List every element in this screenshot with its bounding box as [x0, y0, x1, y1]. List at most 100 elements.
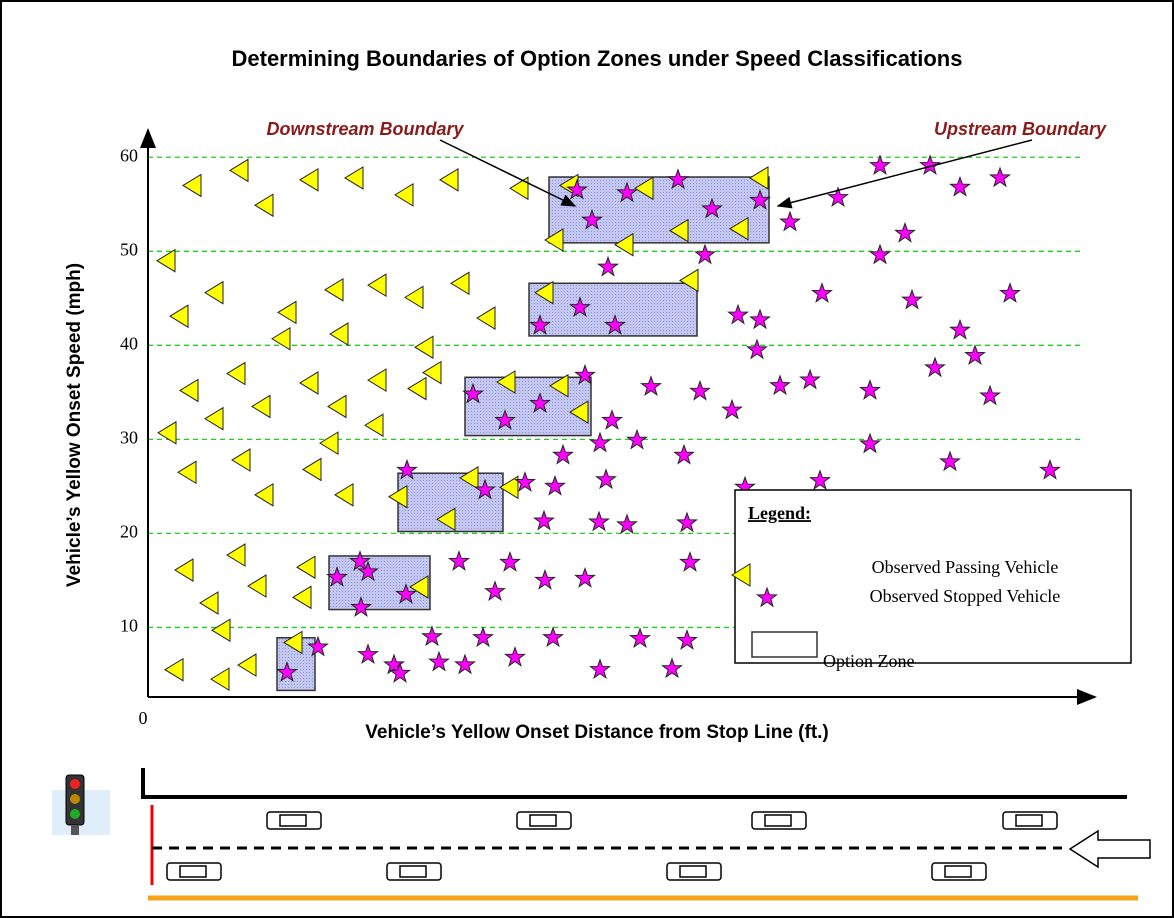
- passing-vehicle: [634, 176, 654, 201]
- passing-vehicle: [277, 300, 297, 325]
- passing-vehicle: [204, 280, 224, 305]
- stopped-vehicle: [749, 188, 771, 210]
- y-tick-label: 10: [120, 616, 138, 636]
- stopped-vehicle: [595, 468, 617, 490]
- passing-vehicle: [211, 618, 231, 643]
- annotation-arrow: [439, 139, 577, 207]
- passing-vehicle: [499, 475, 519, 500]
- passing-vehicle: [174, 558, 194, 582]
- stopped-vehicle: [326, 566, 348, 587]
- stopped-vehicle: [589, 658, 611, 680]
- option-zone: [751, 631, 818, 658]
- annotation-arrow: [776, 139, 1033, 209]
- stopped-vehicle: [749, 308, 771, 330]
- passing-vehicle: [157, 420, 177, 445]
- stopped-vehicle: [396, 458, 418, 480]
- legend-label: Observed Passing Vehicle: [872, 557, 1059, 577]
- passing-vehicle: [544, 228, 564, 252]
- direction-arrow: [1068, 829, 1151, 869]
- y-tick-label: 40: [120, 333, 138, 353]
- stopped-vehicle: [389, 661, 411, 683]
- stopped-vehicle: [779, 210, 801, 232]
- stopped-vehicle: [552, 443, 574, 465]
- stopped-vehicle: [1039, 458, 1061, 480]
- passing-vehicle: [436, 507, 456, 532]
- stopped-vehicle: [597, 255, 619, 277]
- passing-vehicle: [254, 193, 274, 218]
- stopped-vehicle: [569, 296, 591, 318]
- passing-vehicle: [422, 360, 442, 385]
- stopped-vehicle: [604, 314, 626, 335]
- passing-vehicle: [226, 543, 246, 567]
- passing-vehicle: [283, 630, 303, 655]
- passing-vehicle: [247, 574, 267, 598]
- legend-title: Legend:: [748, 503, 811, 523]
- stopped-vehicle: [727, 303, 749, 325]
- stopped-vehicle: [474, 478, 496, 500]
- passing-vehicle: [749, 166, 769, 190]
- stopped-vehicle: [589, 431, 611, 453]
- traffic-light: [52, 774, 110, 835]
- passing-vehicle: [459, 466, 479, 490]
- stopped-vehicle: [472, 626, 494, 648]
- stopped-vehicle: [667, 168, 689, 190]
- stopped-vehicle: [701, 197, 723, 219]
- stopped-vehicle: [421, 625, 443, 647]
- stopped-vehicle: [533, 509, 555, 531]
- passing-vehicle: [319, 431, 339, 456]
- passing-vehicle: [329, 322, 349, 346]
- legend-label: Option Zone: [823, 651, 915, 671]
- stopped-vehicle: [616, 181, 638, 203]
- passing-vehicle: [344, 166, 364, 190]
- stopped-vehicle: [827, 186, 849, 208]
- stopped-vehicle: [999, 282, 1021, 303]
- stopped-vehicle: [640, 375, 662, 397]
- passing-vehicle: [210, 667, 230, 692]
- legend-marker: [731, 563, 751, 587]
- legend-marker: [756, 586, 778, 608]
- stopped-vehicle: [924, 356, 946, 378]
- stopped-vehicle: [307, 635, 329, 657]
- stopped-vehicle: [276, 661, 298, 682]
- stopped-vehicle: [484, 580, 506, 602]
- stopped-vehicle: [499, 550, 521, 572]
- stopped-vehicle: [676, 629, 698, 650]
- stopped-vehicle: [964, 344, 986, 366]
- stopped-vehicle: [428, 650, 450, 672]
- y-tick-label: 20: [120, 522, 138, 542]
- stopped-vehicle: [494, 409, 516, 430]
- passing-vehicle: [409, 575, 429, 599]
- stopped-vehicle: [383, 653, 405, 675]
- passing-vehicle: [179, 378, 199, 403]
- stopped-vehicle: [350, 596, 372, 618]
- legend-label: Observed Stopped Vehicle: [870, 586, 1061, 606]
- passing-vehicle: [549, 373, 569, 398]
- stopped-vehicle: [949, 318, 971, 340]
- stopped-vehicle: [979, 384, 1001, 406]
- stopped-vehicle: [581, 208, 603, 230]
- passing-vehicle: [254, 482, 274, 507]
- stopped-vehicle: [504, 645, 526, 667]
- stopped-vehicle: [859, 379, 881, 400]
- passing-vehicle: [367, 273, 387, 298]
- y-tick-label: 60: [120, 145, 138, 165]
- passing-vehicle: [177, 460, 197, 485]
- passing-vehicle: [204, 406, 224, 431]
- stopped-vehicle: [989, 166, 1011, 188]
- passing-vehicle: [299, 167, 319, 192]
- option-zone: [464, 376, 592, 437]
- passing-vehicle: [669, 218, 689, 243]
- stopped-vehicle: [448, 550, 470, 571]
- stopped-vehicle: [395, 582, 417, 604]
- stopped-vehicle: [529, 392, 551, 413]
- passing-vehicle: [614, 232, 634, 257]
- stopped-vehicle: [949, 175, 971, 197]
- passing-vehicle: [394, 182, 414, 207]
- stopped-vehicle: [574, 363, 596, 385]
- option-zone: [276, 637, 316, 692]
- passing-vehicle: [367, 368, 387, 393]
- passing-vehicle: [476, 306, 496, 330]
- stopped-vehicle: [357, 560, 379, 582]
- passing-vehicle: [156, 248, 176, 273]
- stopped-vehicle: [799, 368, 821, 390]
